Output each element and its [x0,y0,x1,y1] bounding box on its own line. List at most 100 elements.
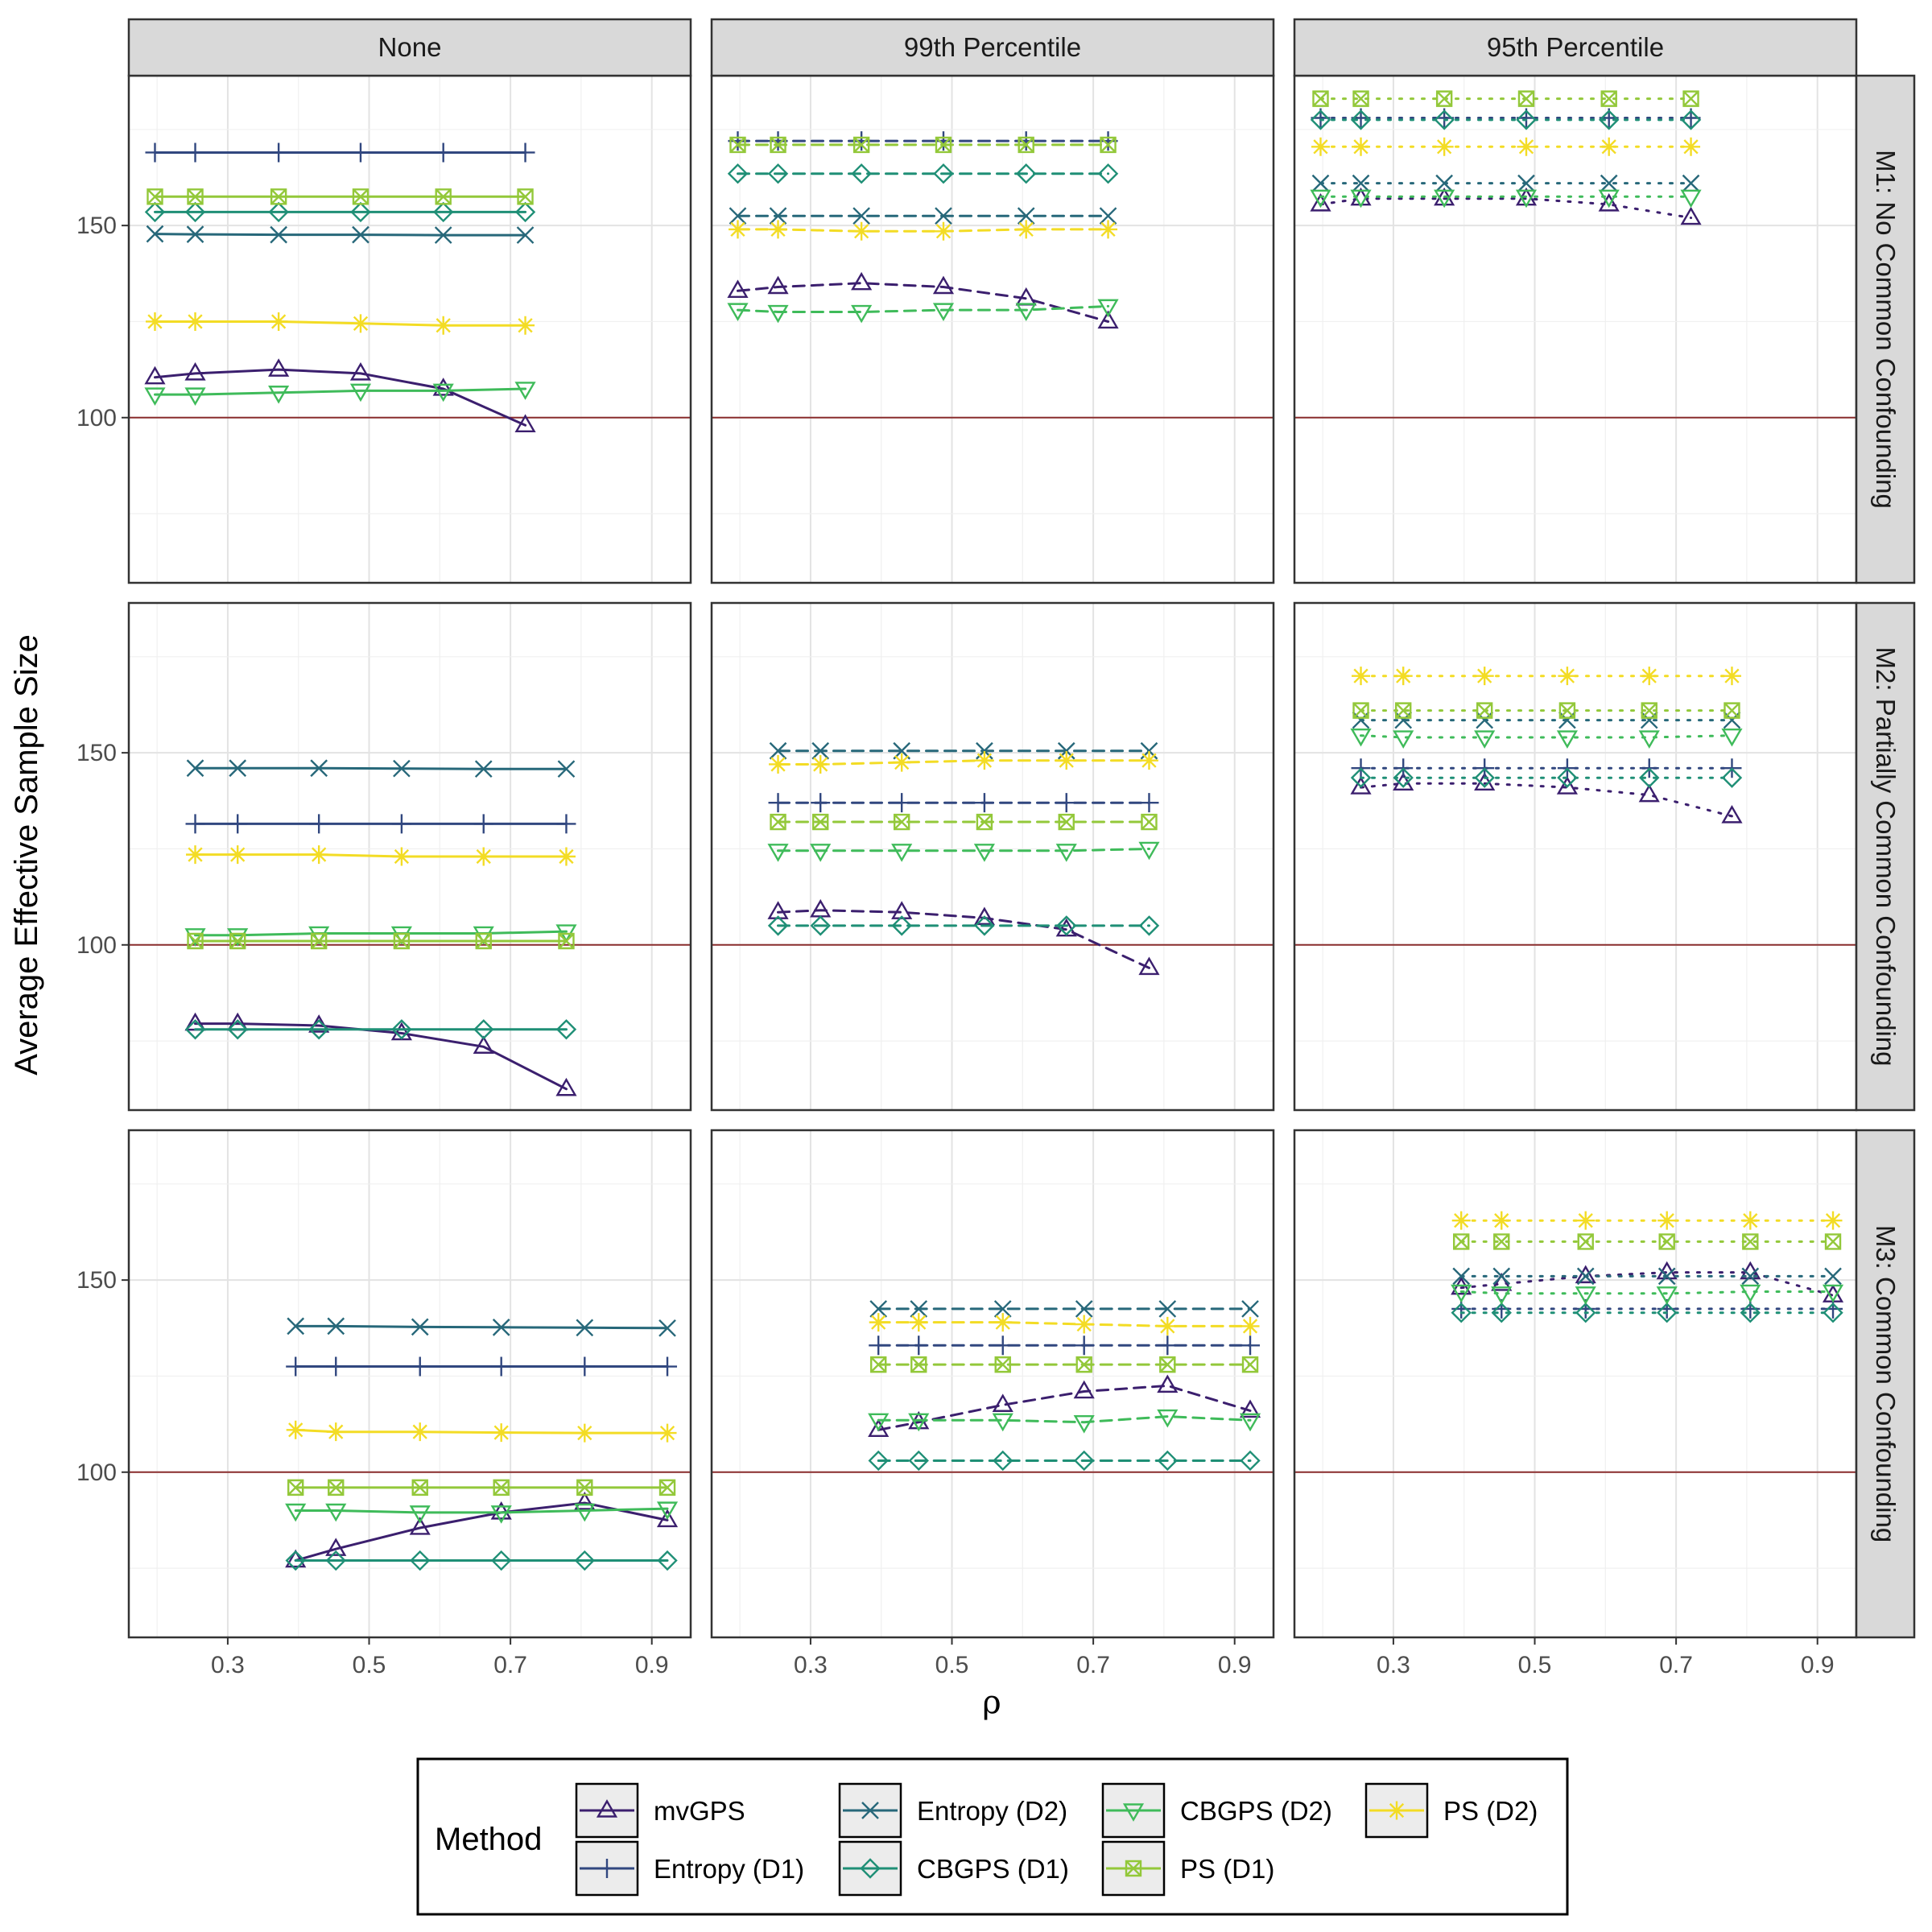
y-tick-label: 100 [76,405,117,431]
data-point [516,226,535,244]
data-point [352,188,369,205]
data-point [1350,776,1372,795]
data-point [286,1420,305,1439]
series-line [154,387,527,396]
series-ps-d1 [287,1479,676,1496]
data-point [555,1077,577,1096]
data-point [327,1317,345,1335]
series-entropy-d1 [145,142,535,163]
panel-background [129,1130,691,1637]
data-point [392,847,411,866]
data-point [1435,174,1453,192]
series-cbgps-d2 [1451,1284,1844,1305]
data-point [391,1019,412,1040]
panel-border [127,1129,692,1639]
legend-item-cbgps-d1: CBGPS (D1) [838,1840,1069,1897]
panel-r2-c2 [1293,1129,1858,1639]
data-point [1100,136,1117,154]
series-line [777,759,1150,766]
data-point [908,1450,929,1472]
data-point [910,1356,927,1373]
data-point [1474,730,1496,749]
data-point [1350,767,1372,788]
data-point [1721,728,1743,747]
panel-r2-c0 [127,1129,692,1639]
legend-label: CBGPS (D2) [1180,1796,1332,1826]
data-point [1352,90,1369,107]
data-point [767,901,789,919]
x-tick-label: 0.5 [1518,1652,1552,1678]
data-point [432,383,454,402]
data-point [1138,915,1160,936]
data-point [1097,310,1119,329]
y-axis-title: Average Effective Sample Size [9,634,44,1075]
panel-r1-c1 [710,601,1275,1112]
data-point [308,926,330,945]
data-point [767,304,789,324]
data-point [390,926,412,945]
series-cbgps-d1 [727,163,1119,184]
data-point [767,844,789,862]
data-point [576,1479,593,1496]
data-point [1075,1356,1092,1373]
data-point [1491,1302,1512,1323]
data-point [350,142,370,163]
data-point [1680,189,1702,208]
data-point [1598,192,1620,212]
legend-item-entropy-d2: Entropy (D2) [838,1782,1067,1839]
data-point [574,1492,596,1510]
series-line [877,1321,1252,1327]
data-point [852,221,871,241]
data-point [1682,174,1700,192]
data-point [287,1317,305,1335]
row-strips: M1: No Common Confounding M2: Partially C… [1855,74,1916,1639]
data-point [228,814,248,834]
data-point [891,844,913,862]
data-point [328,1479,345,1496]
data-point [993,1313,1013,1332]
data-point [934,221,953,241]
data-point [1435,137,1454,156]
data-point [1016,163,1037,184]
data-point [1393,667,1413,686]
x-tick-label: 0.3 [211,1652,245,1678]
panel-background [712,76,1274,583]
data-point [144,201,166,223]
data-point [1556,730,1578,749]
data-point [729,136,746,154]
data-point [1239,1413,1261,1432]
legend: Method mvGPS Entropy (D1) Entropy (D2) CBGP… [416,1757,1569,1916]
data-point [1721,767,1743,788]
data-point [475,932,492,950]
series-entropy-d2 [729,207,1117,225]
data-point [473,1035,494,1054]
data-point [727,163,749,184]
data-point [1240,1450,1261,1472]
series-ps-d2 [1451,1211,1843,1230]
data-point [993,1300,1012,1318]
data-point [473,926,494,945]
data-point [1576,1211,1596,1230]
data-point [1056,915,1077,936]
data-point [1141,813,1158,831]
series-line [1459,1290,1835,1295]
panel-r2-c1 [710,1129,1275,1639]
data-point [1576,1267,1595,1286]
strip-background [127,18,692,77]
data-point [1740,1302,1761,1323]
data-point [1138,841,1160,861]
data-point [1824,1233,1842,1250]
data-point [411,1318,429,1336]
data-point [1350,189,1372,208]
data-point [1641,702,1657,719]
data-point [1556,776,1578,795]
data-point [145,142,165,163]
data-point [935,207,952,225]
data-point [269,312,288,331]
series-cbgps-d2 [144,382,536,407]
data-point [658,1479,676,1496]
data-point [1682,90,1699,107]
series-entropy-d2 [1452,1267,1842,1286]
data-point [932,303,955,322]
